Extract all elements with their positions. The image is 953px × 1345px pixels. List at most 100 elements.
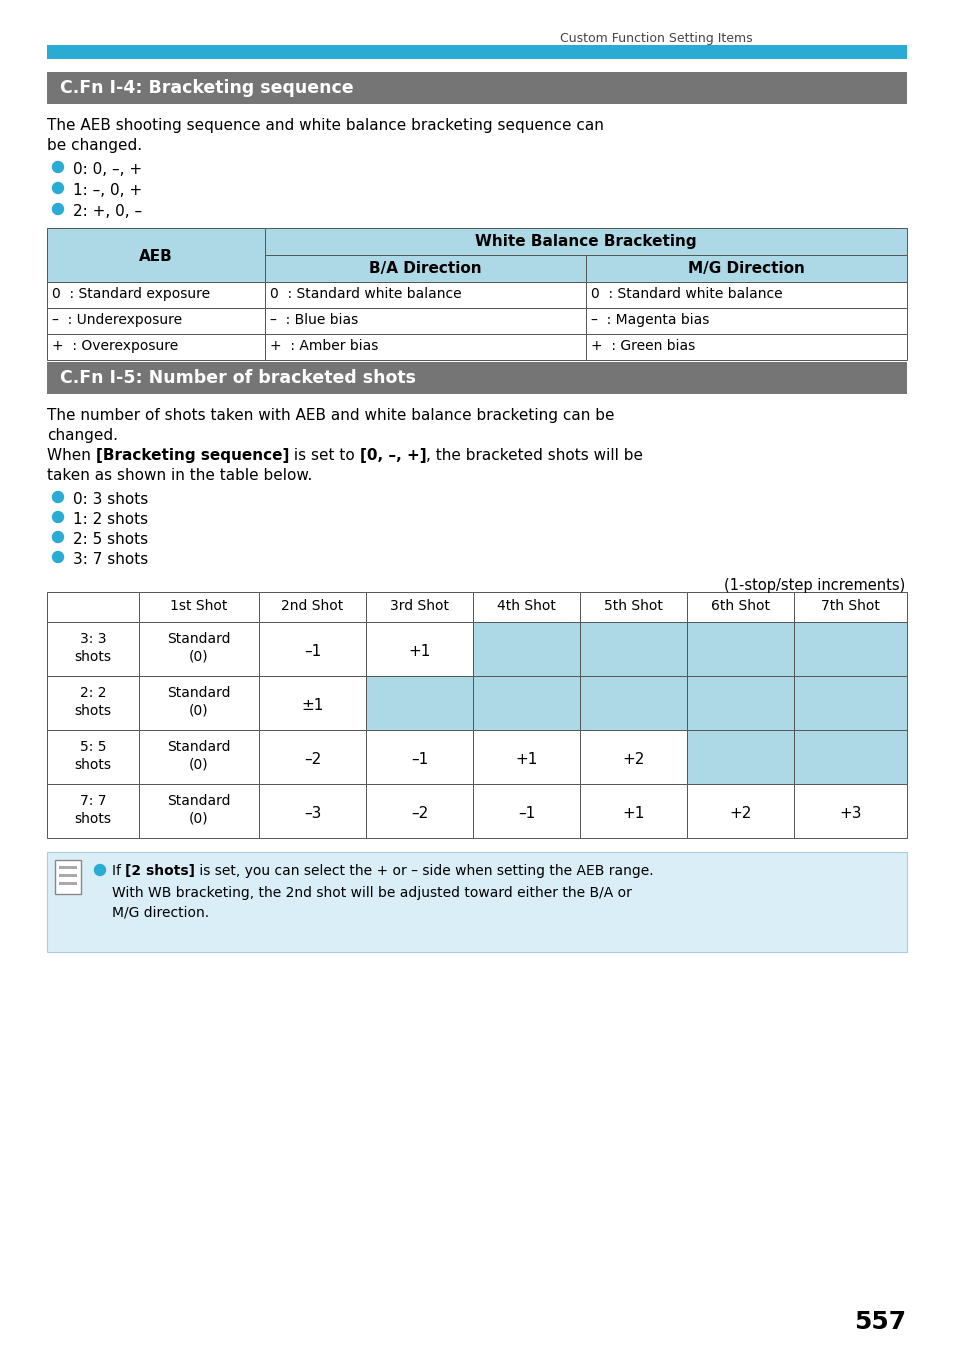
Text: 7th Shot: 7th Shot [821, 599, 879, 613]
Text: 4th Shot: 4th Shot [497, 599, 556, 613]
Text: With WB bracketing, the 2nd shot will be adjusted toward either the B/A or: With WB bracketing, the 2nd shot will be… [112, 886, 631, 900]
Bar [793, 730, 906, 784]
Bar [473, 677, 579, 730]
Bar [265, 282, 585, 308]
Bar [366, 592, 473, 621]
Text: 0  : Standard white balance: 0 : Standard white balance [270, 286, 461, 301]
Bar [585, 282, 906, 308]
Text: (0): (0) [189, 812, 209, 826]
Text: –  : Blue bias: – : Blue bias [270, 313, 358, 327]
Text: 6th Shot: 6th Shot [710, 599, 769, 613]
Text: AEB: AEB [139, 249, 172, 264]
Bar [793, 621, 906, 677]
Bar [366, 730, 473, 784]
Text: 5: 5: 5: 5 [80, 740, 106, 755]
Text: 557: 557 [853, 1310, 905, 1334]
Bar [265, 256, 585, 282]
Text: 1st Shot: 1st Shot [171, 599, 228, 613]
Text: –  : Underexposure: – : Underexposure [52, 313, 182, 327]
Bar [47, 229, 265, 282]
Text: shots: shots [74, 703, 112, 718]
Text: Custom Function Setting Items: Custom Function Setting Items [559, 32, 752, 44]
Text: Standard: Standard [167, 794, 231, 808]
Bar [473, 592, 579, 621]
Bar [47, 334, 265, 360]
Text: –1: –1 [304, 644, 321, 659]
Text: (1-stop/step increments): (1-stop/step increments) [723, 578, 904, 593]
Text: +1: +1 [408, 644, 430, 659]
Text: +  : Overexposure: + : Overexposure [52, 339, 178, 352]
Bar [139, 784, 258, 838]
Bar [265, 334, 585, 360]
Bar [473, 730, 579, 784]
Bar [265, 308, 585, 334]
Text: When: When [47, 448, 95, 463]
Text: [Bracketing sequence]: [Bracketing sequence] [95, 448, 289, 463]
Bar [258, 592, 366, 621]
Bar [579, 592, 686, 621]
Text: –1: –1 [411, 752, 428, 767]
Text: C.Fn I-5: Number of bracketed shots: C.Fn I-5: Number of bracketed shots [60, 369, 416, 387]
Text: +  : Amber bias: + : Amber bias [270, 339, 378, 352]
Bar [585, 256, 906, 282]
Bar [139, 621, 258, 677]
Text: be changed.: be changed. [47, 139, 142, 153]
Circle shape [52, 491, 64, 503]
Text: is set, you can select the + or – side when setting the AEB range.: is set, you can select the + or – side w… [195, 863, 654, 878]
Bar [47, 621, 139, 677]
Text: 3: 3: 3: 3 [80, 632, 106, 646]
Bar [59, 882, 77, 885]
Bar [47, 282, 265, 308]
Circle shape [52, 183, 64, 194]
Text: 3: 7 shots: 3: 7 shots [73, 551, 148, 568]
Bar [47, 362, 906, 394]
Text: , the bracketed shots will be: , the bracketed shots will be [426, 448, 642, 463]
Text: (0): (0) [189, 650, 209, 664]
Text: shots: shots [74, 812, 112, 826]
Text: ±1: ±1 [301, 698, 323, 713]
Text: M/G direction.: M/G direction. [112, 905, 209, 919]
Text: [2 shots]: [2 shots] [125, 863, 195, 878]
Text: +1: +1 [621, 806, 644, 820]
Bar [579, 730, 686, 784]
Bar [59, 866, 77, 869]
Text: 0: 3 shots: 0: 3 shots [73, 492, 148, 507]
Bar [366, 621, 473, 677]
Text: +  : Green bias: + : Green bias [590, 339, 695, 352]
Bar [579, 621, 686, 677]
Text: –2: –2 [304, 752, 321, 767]
Text: 5th Shot: 5th Shot [603, 599, 662, 613]
Text: shots: shots [74, 650, 112, 664]
Text: White Balance Bracketing: White Balance Bracketing [475, 234, 696, 249]
Text: 1: –, 0, +: 1: –, 0, + [73, 183, 142, 198]
Text: 2: +, 0, –: 2: +, 0, – [73, 204, 142, 219]
Bar [473, 621, 579, 677]
Text: –  : Magenta bias: – : Magenta bias [590, 313, 709, 327]
Bar [47, 784, 139, 838]
Text: (0): (0) [189, 759, 209, 772]
Bar [59, 874, 77, 877]
Text: Standard: Standard [167, 686, 231, 699]
Text: 0  : Standard exposure: 0 : Standard exposure [52, 286, 210, 301]
Bar [47, 308, 265, 334]
Bar [686, 592, 793, 621]
Text: 2nd Shot: 2nd Shot [281, 599, 343, 613]
Text: 3rd Shot: 3rd Shot [390, 599, 449, 613]
Bar [793, 784, 906, 838]
Bar [47, 677, 139, 730]
Text: C.Fn I-4: Bracketing sequence: C.Fn I-4: Bracketing sequence [60, 79, 354, 97]
Text: 2: 2: 2: 2 [80, 686, 106, 699]
Bar [139, 730, 258, 784]
Bar [366, 677, 473, 730]
Text: M/G Direction: M/G Direction [687, 261, 804, 276]
Text: 1: 2 shots: 1: 2 shots [73, 512, 148, 527]
Text: (0): (0) [189, 703, 209, 718]
Bar [47, 44, 906, 59]
Bar [139, 677, 258, 730]
Bar [366, 784, 473, 838]
Text: 0: 0, –, +: 0: 0, –, + [73, 161, 142, 178]
Text: [0, –, +]: [0, –, +] [359, 448, 426, 463]
Bar [686, 730, 793, 784]
Text: If: If [112, 863, 125, 878]
Text: 2: 5 shots: 2: 5 shots [73, 533, 148, 547]
